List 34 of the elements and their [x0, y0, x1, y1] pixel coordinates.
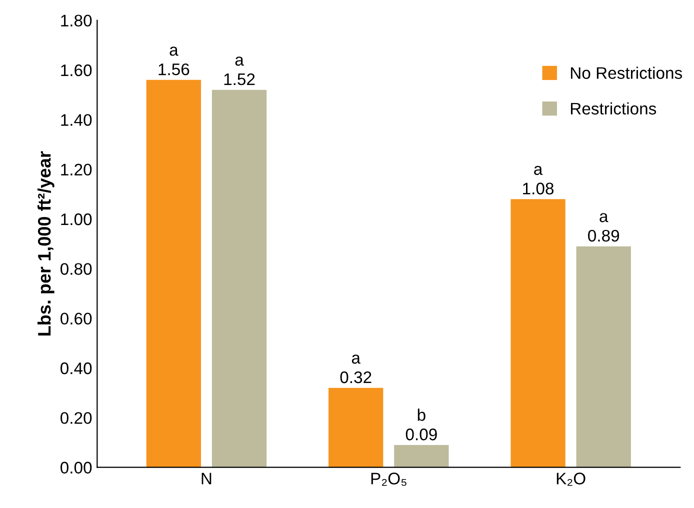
bar	[212, 90, 267, 468]
legend-label: No Restrictions	[570, 66, 682, 79]
y-tick-label: 0.00	[60, 462, 92, 474]
bar	[328, 388, 384, 468]
data-label: 0.32	[340, 371, 372, 384]
legend-label: Restrictions	[570, 102, 656, 115]
bar	[510, 199, 566, 468]
bar	[146, 80, 201, 468]
bar	[394, 445, 449, 468]
x-tick-label: P₂O₅	[371, 472, 406, 486]
y-tick-label: 0.60	[60, 312, 92, 325]
x-tick-label: K₂O	[556, 472, 586, 486]
y-tick-label: 1.20	[61, 164, 92, 176]
y-tick-label: 0.80	[60, 263, 92, 275]
bar	[576, 246, 631, 468]
data-label: 0.09	[406, 428, 437, 440]
data-label: 1.56	[158, 63, 190, 76]
y-axis-title: Lbs. per 1,000 ft²/year	[37, 151, 54, 336]
annotation: a	[235, 56, 244, 66]
annotation: a	[534, 166, 543, 176]
y-tick-label: 0.40	[60, 362, 92, 374]
annotation: b	[418, 408, 426, 421]
data-label: 1.52	[224, 73, 255, 86]
annotation: a	[170, 46, 178, 56]
y-tick-label: 1.60	[61, 64, 92, 76]
y-tick-label: 0.20	[60, 412, 92, 424]
data-label: 1.08	[523, 182, 554, 194]
y-tick-label: 1.40	[61, 114, 92, 126]
y-tick-label: 1.80	[61, 14, 92, 27]
x-tick-label: N	[202, 472, 212, 484]
data-label: 0.89	[588, 230, 620, 242]
annotation: a	[600, 213, 608, 222]
y-tick-label: 1.00	[61, 213, 92, 226]
annotation: a	[352, 354, 360, 364]
